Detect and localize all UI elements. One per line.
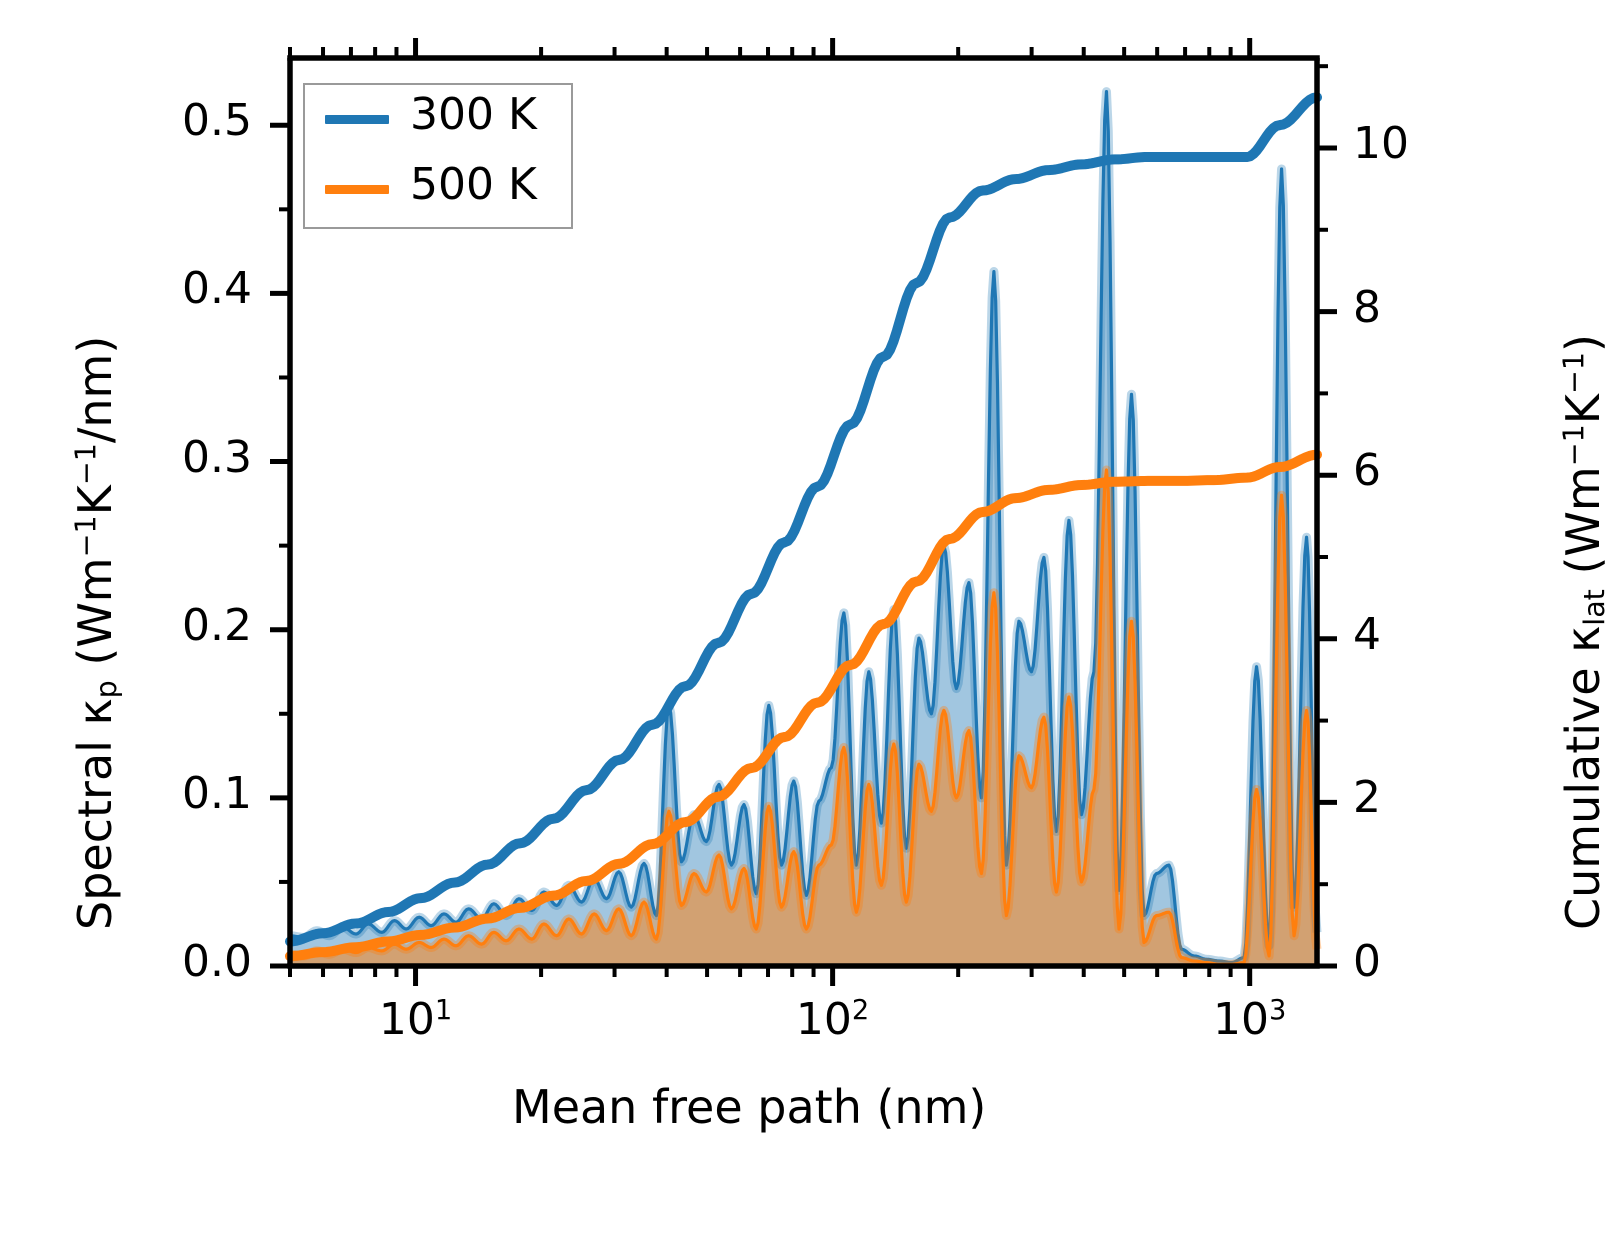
x-tick-label: 103	[1213, 994, 1287, 1045]
y-left-tick-label: 0.2	[182, 599, 252, 651]
y-right-tick-label: 10	[1353, 117, 1409, 169]
y-right-tick-label: 0	[1353, 936, 1381, 987]
y-left-tick-label: 0.4	[182, 263, 252, 315]
y-right-tick-label: 4	[1353, 608, 1381, 660]
y-left-tick-label: 0.5	[182, 95, 252, 147]
y-right-tick-label: 2	[1353, 772, 1381, 824]
y-left-tick-label: 0.3	[182, 431, 252, 483]
spectral-line-500k	[289, 468, 1319, 966]
legend-swatch-500k	[325, 185, 389, 194]
legend-label-300k: 300 K	[410, 89, 537, 140]
y-axis-left-label: Spectral κp (Wm−1K−1/nm)	[68, 335, 124, 930]
x-tick-label: 102	[795, 994, 870, 1045]
y-right-tick-label: 8	[1353, 281, 1381, 333]
legend-entry-500k: 500 K	[305, 159, 571, 217]
x-tick-label: 101	[378, 994, 453, 1045]
legend-entry-300k: 300 K	[305, 89, 571, 147]
cumulative-line-300k	[285, 92, 1322, 947]
legend-box: 300 K 500 K	[303, 83, 573, 229]
legend-label-500k: 500 K	[410, 159, 537, 210]
y-axis-right-label: Cumulative κlat (Wm−1K−1)	[1556, 334, 1612, 930]
spectral-line-300k	[289, 90, 1319, 965]
y-right-tick-label: 6	[1353, 445, 1381, 497]
cumulative-line-500k	[285, 449, 1322, 962]
x-axis-label: Mean free path (nm)	[512, 1080, 987, 1134]
y-left-tick-label: 0.0	[182, 936, 252, 987]
y-left-tick-label: 0.1	[182, 767, 252, 819]
legend-swatch-300k	[325, 115, 389, 124]
